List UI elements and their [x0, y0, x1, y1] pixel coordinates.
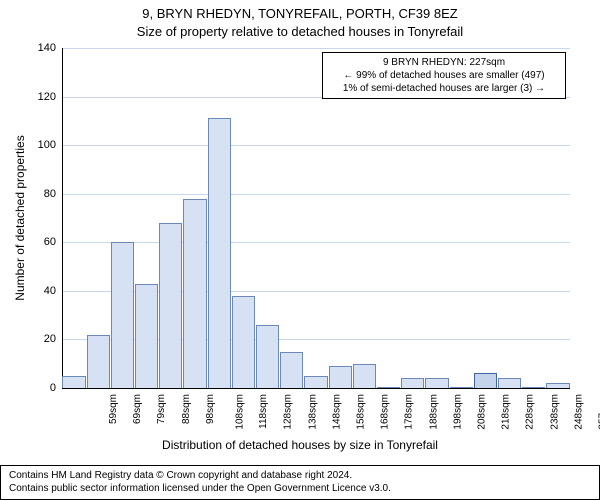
bar	[425, 378, 448, 388]
gridline	[62, 242, 570, 243]
y-tick-label: 20	[26, 333, 56, 345]
bar	[111, 242, 134, 388]
x-tick-label: 79sqm	[156, 394, 167, 424]
chart-title-subtitle: Size of property relative to detached ho…	[0, 24, 600, 39]
bar	[450, 387, 473, 388]
y-axis-line	[62, 48, 63, 388]
y-tick-label: 120	[26, 91, 56, 103]
bar	[159, 223, 182, 388]
x-axis-label: Distribution of detached houses by size …	[0, 438, 600, 452]
x-tick-label: 59sqm	[108, 394, 119, 424]
y-tick-label: 80	[26, 188, 56, 200]
y-axis-label: Number of detached properties	[13, 135, 27, 300]
x-tick-label: 128sqm	[283, 394, 294, 430]
gridline	[62, 48, 570, 49]
annotation-line-3: 1% of semi-detached houses are larger (3…	[329, 82, 559, 95]
y-tick-label: 140	[26, 42, 56, 54]
y-tick-label: 40	[26, 285, 56, 297]
bar	[232, 296, 255, 388]
footer-line-2: Contains public sector information licen…	[9, 483, 591, 496]
y-tick-label: 0	[26, 382, 56, 394]
annotation-line-2: ← 99% of detached houses are smaller (49…	[329, 69, 559, 82]
x-tick-label: 118sqm	[258, 394, 269, 429]
annotation-line-1: 9 BRYN RHEDYN: 227sqm	[329, 56, 559, 69]
x-tick-label: 208sqm	[477, 394, 488, 430]
bar	[329, 366, 352, 388]
bar	[522, 387, 545, 388]
y-tick-label: 60	[26, 236, 56, 248]
x-tick-label: 188sqm	[428, 394, 439, 430]
bar	[280, 352, 303, 388]
bar	[183, 199, 206, 388]
x-tick-label: 98sqm	[205, 394, 216, 424]
bar	[304, 376, 327, 388]
bar	[401, 378, 424, 388]
x-tick-label: 238sqm	[549, 394, 560, 430]
x-tick-label: 228sqm	[525, 394, 536, 430]
chart-container: 9, BRYN RHEDYN, TONYREFAIL, PORTH, CF39 …	[0, 0, 600, 500]
x-axis-line	[62, 388, 570, 389]
bar	[135, 284, 158, 388]
x-tick-label: 138sqm	[307, 394, 318, 430]
bar	[87, 335, 110, 388]
x-tick-label: 198sqm	[452, 394, 463, 430]
x-tick-label: 248sqm	[573, 394, 584, 430]
plot-area: 02040608010012014059sqm69sqm79sqm88sqm98…	[62, 48, 570, 388]
bar	[498, 378, 521, 388]
x-tick-label: 168sqm	[380, 394, 391, 430]
attribution-footer: Contains HM Land Registry data © Crown c…	[0, 465, 600, 500]
gridline	[62, 145, 570, 146]
bar	[208, 118, 231, 388]
x-tick-label: 158sqm	[356, 394, 367, 430]
chart-title-address: 9, BRYN RHEDYN, TONYREFAIL, PORTH, CF39 …	[0, 6, 600, 21]
x-tick-label: 218sqm	[501, 394, 512, 430]
x-tick-label: 148sqm	[331, 394, 342, 430]
bar	[377, 387, 400, 388]
x-tick-label: 108sqm	[235, 394, 246, 430]
x-tick-label: 69sqm	[132, 394, 143, 424]
bar	[62, 376, 85, 388]
x-tick-label: 88sqm	[181, 394, 192, 424]
bar	[353, 364, 376, 388]
gridline	[62, 194, 570, 195]
y-tick-label: 100	[26, 139, 56, 151]
annotation-box: 9 BRYN RHEDYN: 227sqm ← 99% of detached …	[322, 52, 566, 99]
bar	[256, 325, 279, 388]
bar-highlight	[474, 373, 497, 388]
bar	[546, 383, 569, 388]
footer-line-1: Contains HM Land Registry data © Crown c…	[9, 470, 591, 483]
x-tick-label: 178sqm	[404, 394, 415, 430]
